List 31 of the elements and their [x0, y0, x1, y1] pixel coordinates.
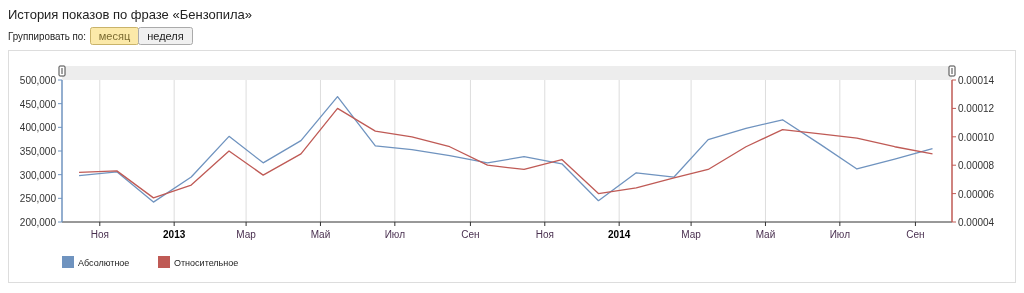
chart-title: История показов по фразе «Бензопила» — [8, 7, 253, 22]
x-tick-label: Май — [310, 229, 331, 240]
y-tick-label: 500,000 — [19, 75, 57, 86]
x-tick-label: 2013 — [163, 229, 186, 240]
x-tick-label: 2014 — [608, 229, 631, 240]
y-tick-label: 450,000 — [19, 98, 57, 110]
x-tick-label: Сен — [906, 229, 925, 240]
x-tick-label: Ноя — [535, 229, 554, 240]
text: месяц — [98, 30, 131, 42]
x-tick-label: Июл — [384, 229, 406, 240]
y2-tick-label: 0.00006 — [958, 188, 995, 200]
text: неделя — [147, 30, 184, 42]
y-tick-label: 250,000 — [19, 193, 57, 205]
x-tick-label: Ноя — [90, 229, 109, 240]
y2-tick-label: 0.00004 — [958, 217, 995, 228]
y2-tick-label: 0.00010 — [958, 131, 995, 143]
text: Группировать по: — [8, 31, 88, 42]
legend-label: Относительное — [174, 258, 239, 268]
y-tick-label: 200,000 — [19, 217, 57, 228]
y2-tick-label: 0.00008 — [958, 160, 995, 172]
y-tick-label: 350,000 — [19, 146, 57, 157]
x-tick-label: Июл — [829, 229, 851, 240]
x-tick-label: Мар — [681, 229, 702, 240]
y2-tick-label: 0.00014 — [958, 75, 995, 86]
y2-tick-label: 0.00012 — [958, 103, 995, 115]
y-tick-label: 300,000 — [19, 169, 57, 181]
x-tick-label: Мар — [236, 229, 257, 240]
legend-label: Абсолютное — [78, 258, 130, 268]
x-tick-label: Май — [755, 229, 776, 240]
x-tick-label: Сен — [461, 229, 480, 240]
y-tick-label: 400,000 — [19, 122, 57, 134]
